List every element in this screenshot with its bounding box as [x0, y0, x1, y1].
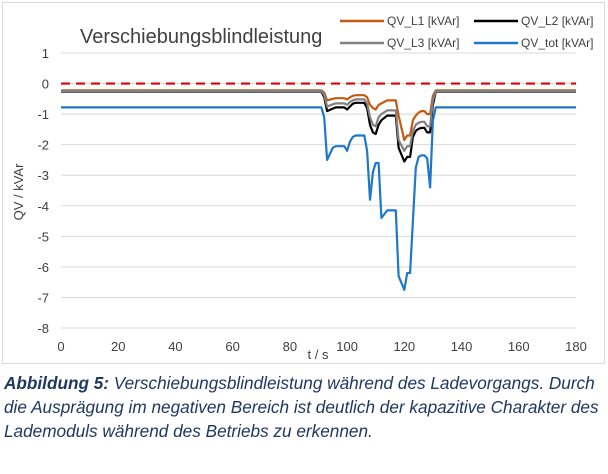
tick-labels: 1 0 -1 -2 -3 -4 -5 -6 -7 -8 0 20 40 60 80 100 120 140 160 1… [37, 46, 586, 354]
series-line [61, 90, 576, 163]
y-tick-label: -6 [37, 260, 49, 275]
x-tick-label: 60 [225, 339, 239, 354]
series-lines [61, 82, 576, 291]
y-tick-label: 0 [42, 77, 49, 92]
y-tick-label: -7 [37, 290, 49, 305]
y-tick-label: -8 [37, 321, 49, 336]
legend: QV_L1 [kVAr] QV_L2 [kVAr] QV_L3 [kVAr] QV_t… [340, 14, 593, 50]
chart-frame: Verschiebungsblindleistung QV / kVAr t /… [2, 2, 605, 364]
caption-text: Verschiebungsblindleistung während des L… [4, 373, 599, 441]
series-line [61, 106, 576, 291]
series-line [61, 89, 576, 152]
x-tick-label: 0 [57, 339, 64, 354]
x-tick-label: 140 [451, 339, 473, 354]
legend-label: QV_L2 [kVAr] [521, 14, 593, 28]
y-tick-label: -5 [37, 229, 49, 244]
line-chart: Verschiebungsblindleistung QV / kVAr t /… [11, 14, 593, 362]
legend-label: QV_L3 [kVAr] [387, 36, 459, 50]
x-tick-label: 80 [283, 339, 297, 354]
x-tick-label: 40 [168, 339, 182, 354]
figure-caption: Abbildung 5: Verschiebungsblindleistung … [4, 371, 604, 443]
x-tick-label: 120 [393, 339, 415, 354]
x-tick-label: 180 [565, 339, 587, 354]
y-tick-label: -4 [37, 199, 49, 214]
x-tick-label: 20 [111, 339, 125, 354]
legend-label: QV_L1 [kVAr] [387, 14, 459, 28]
series-line [61, 89, 576, 142]
y-axis-label: QV / kVAr [11, 163, 26, 220]
y-tick-label: -2 [37, 138, 49, 153]
y-tick-label: -1 [37, 107, 49, 122]
y-tick-label: -3 [37, 168, 49, 183]
x-tick-label: 160 [508, 339, 530, 354]
caption-label: Abbildung 5: [4, 373, 110, 393]
grid-lines [61, 52, 576, 329]
legend-label: QV_tot [kVAr] [521, 36, 593, 50]
x-tick-label: 100 [336, 339, 358, 354]
y-tick-label: 1 [42, 46, 49, 61]
x-axis-label: t / s [308, 347, 329, 362]
chart-title: Verschiebungsblindleistung [80, 26, 322, 48]
